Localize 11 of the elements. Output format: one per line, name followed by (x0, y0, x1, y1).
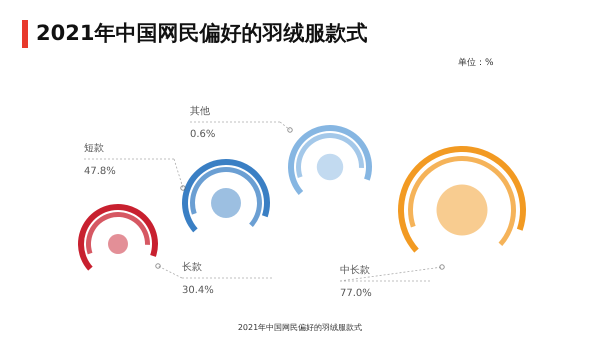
data-label: 0.6% (190, 129, 216, 140)
category-label: 中长款 (340, 264, 370, 276)
category-label: 长款 (182, 261, 202, 273)
category-label: 其他 (190, 105, 210, 117)
text: 单位：% (458, 57, 494, 68)
data-label: 77.0% (340, 288, 372, 299)
text: 2021年中国网民偏好的羽绒服款式 (238, 323, 362, 332)
data-label: 30.4% (182, 285, 214, 296)
data-label: 47.8% (84, 166, 116, 177)
text: 2021年中国网民偏好的羽绒服款式 (36, 21, 368, 45)
category-label: 短款 (84, 143, 104, 154)
